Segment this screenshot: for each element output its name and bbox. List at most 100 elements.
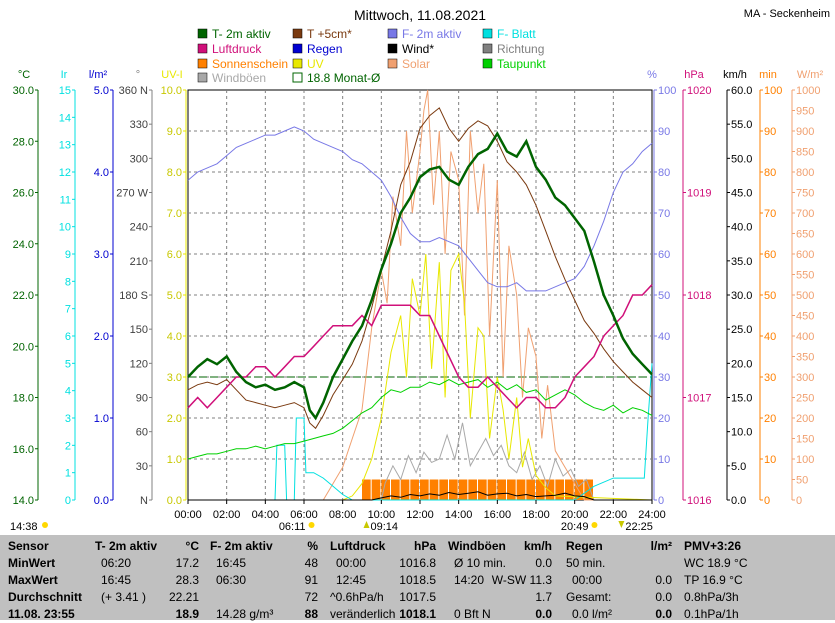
axis-unit-solar: W/m² [797, 69, 824, 81]
axis-tick-label-ir: 4 [65, 386, 71, 398]
axis-tick-label-ir: 13 [59, 140, 71, 152]
row-label-min: MinWert [8, 556, 56, 570]
pmv-pressure-3h: 0.8hPa/3h [684, 590, 739, 604]
series-taupunkt [187, 379, 653, 460]
axis-tick-label-pressure: 1019 [687, 188, 711, 200]
series-sonnenschein-bar [507, 479, 516, 500]
gust-current-value: 0.0 [535, 607, 552, 621]
legend-swatch [197, 72, 208, 83]
gust-avg10-value: 0.0 [535, 556, 552, 570]
stats-col-temp: T- 2m aktiv °C 06:20 17.2 16:45 28.3 (+ 3.… [95, 538, 203, 623]
legend-label: Taupunkt [497, 57, 546, 71]
temp-max-value: 28.3 [175, 573, 199, 587]
rain-interval-label: 50 min. [566, 556, 606, 570]
axis-tick-label-rain: 5.0 [94, 85, 109, 97]
pressure-trend: ^0.6hPa/h [330, 590, 384, 604]
axis-unit-hum: % [647, 69, 657, 81]
axis-tick-label-ir: 11 [60, 194, 71, 206]
x-axis-tick-label: 04:00 [252, 509, 280, 521]
axis-tick-label-temp: 30.0 [13, 85, 34, 97]
axis-tick-label-uv: 4.0 [167, 331, 182, 343]
series-sonnenschein-bar [381, 479, 390, 500]
plot-area [187, 89, 653, 501]
axis-tick-label-dir: 120 [130, 358, 148, 370]
series-sonnenschein-bar [371, 479, 381, 500]
hum-min-value: 48 [304, 556, 318, 570]
axis-tick-label-sunmin: 40 [764, 331, 776, 343]
gust-avg10-label: Ø 10 min. [454, 556, 507, 570]
legend-swatch [387, 43, 398, 54]
row-label-avg: Durchschnitt [8, 590, 83, 604]
x-axis-tick-label: 14:00 [445, 509, 473, 521]
axis-tick-label-solar: 300 [796, 372, 814, 384]
axis-tick-label-wind: 5.0 [731, 461, 746, 473]
rain-max-time: 00:00 [572, 573, 603, 587]
axis-tick-label-uv: 8.0 [167, 167, 182, 179]
temp-min-time: 06:20 [101, 556, 132, 570]
axis-tick-label-wind: 45.0 [731, 188, 752, 200]
x-axis-tick-label: 12:00 [406, 509, 434, 521]
temp-max-time: 16:45 [101, 573, 132, 587]
legend-swatch [197, 43, 208, 54]
legend-label: Regen [307, 42, 342, 56]
axis-tick-label-solar: 850 [796, 147, 814, 159]
axis-tick-label-ir: 6 [65, 331, 71, 343]
axis-tick-label-ir: 15 [59, 85, 71, 97]
axis-tick-label-dir: 240 [130, 222, 148, 234]
legend-swatch [292, 58, 303, 69]
stats-col-sensor: Sensor MinWert MaxWert Durchschnitt 11.0… [8, 538, 93, 623]
axis-tick-label-hum: 30 [658, 372, 670, 384]
stats-header-temp: T- 2m aktiv [95, 539, 158, 553]
axis-tick-label-rain: 0.0 [94, 495, 109, 507]
x-axis-tick-label: 06:00 [290, 509, 318, 521]
series-f-2m-aktiv [187, 126, 653, 292]
legend-swatch [387, 58, 398, 69]
series-sonnenschein-bar [487, 479, 497, 500]
axis-unit-wind: km/h [723, 69, 747, 81]
axis-tick-label-pressure: 1020 [687, 85, 711, 97]
axis-tick-label-hum: 20 [658, 413, 670, 425]
axis-tick-label-dir: 360 N [119, 85, 148, 97]
axis-tick-label-wind: 20.0 [731, 358, 752, 370]
axis-tick-label-pressure: 1016 [687, 495, 711, 507]
axis-tick-label-dir: 60 [136, 427, 148, 439]
series-t-2m-aktiv [187, 131, 653, 421]
rain-rate: 0.0 l/m² [572, 607, 613, 621]
series-windb-en [188, 422, 652, 501]
axis-tick-label-solar: 550 [796, 270, 814, 282]
axis-tick-label-ir: 9 [65, 249, 71, 261]
x-axis-tick-label: 18:00 [522, 509, 550, 521]
axis-tick-label-hum: 80 [658, 167, 670, 179]
axis-tick-label-solar: 150 [796, 434, 814, 446]
axis-tick-label-hum: 50 [658, 290, 670, 302]
stats-col-gust: Windböen km/h Ø 10 min. 0.0 14:20 W-SW 11.… [448, 538, 556, 623]
x-axis-tick-label: 00:00 [174, 509, 202, 521]
axis-tick-label-temp: 20.0 [13, 341, 34, 353]
series-sonnenschein-bar [545, 479, 555, 500]
axis-tick-label-hum: 100 [658, 85, 676, 97]
legend-label: Wind* [402, 42, 434, 56]
axis-tick-label-solar: 650 [796, 229, 814, 241]
legend-label: 18.8 Monat-Ø [307, 71, 380, 85]
axis-tick-label-solar: 350 [796, 352, 814, 364]
axis-tick-label-temp: 14.0 [13, 495, 34, 507]
axis-tick-label-ir: 3 [65, 413, 71, 425]
axis-tick-label-wind: 50.0 [731, 153, 752, 165]
axis-tick-label-hum: 0 [658, 495, 664, 507]
legend-swatch [482, 28, 493, 39]
stats-col-pmv: PMV+3:26 WC 18.9 °C TP 16.9 °C 0.8hPa/3h… [684, 538, 794, 623]
series-sonnenschein-bar [420, 479, 429, 500]
sunrise-icon [308, 522, 315, 528]
axis-tick-label-solar: 700 [796, 208, 814, 220]
axis-tick-label-solar: 500 [796, 290, 814, 302]
axis-tick-label-temp: 16.0 [13, 444, 34, 456]
pressure-current-value: 1018.1 [399, 607, 436, 621]
legend-label: T +5cm* [307, 27, 352, 41]
axis-tick-label-wind: 40.0 [731, 222, 752, 234]
axis-tick-label-temp: 18.0 [13, 393, 34, 405]
axis-tick-label-solar: 900 [796, 126, 814, 138]
moonrise-icon [363, 521, 370, 528]
stats-unit-humidity: % [307, 539, 318, 553]
stats-unit-gust: km/h [523, 539, 552, 553]
axis-unit-sunmin: min [759, 69, 777, 81]
